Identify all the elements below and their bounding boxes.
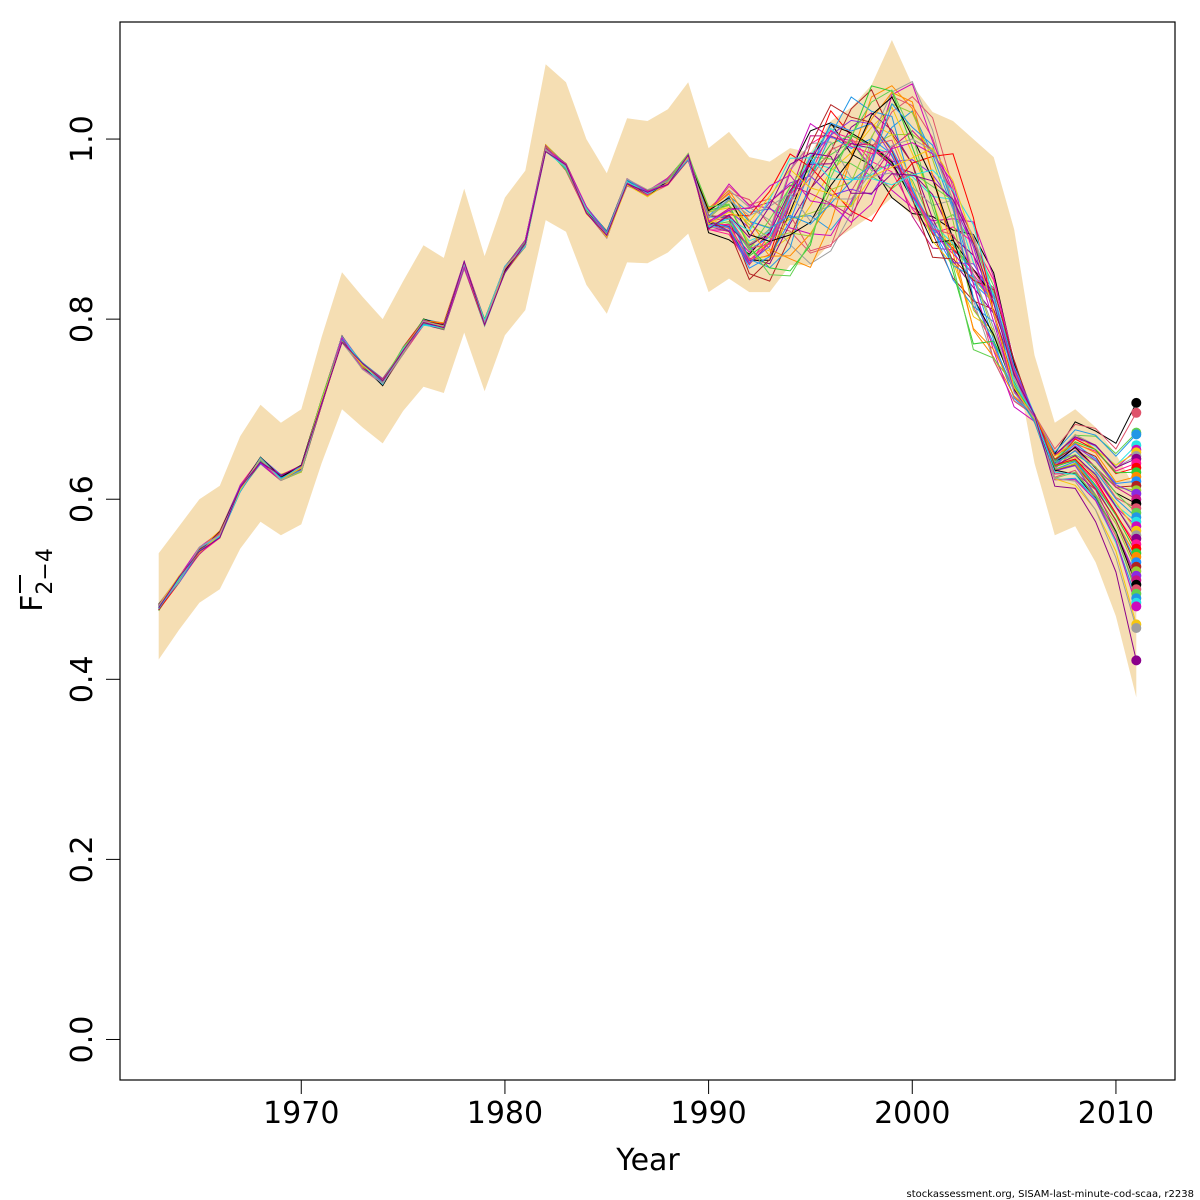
- final-year-point: [1131, 655, 1142, 666]
- y-tick-label: 1.0: [65, 115, 100, 163]
- x-tick-label: 1970: [263, 1096, 339, 1131]
- final-year-point: [1131, 429, 1142, 440]
- x-tick-label: 2010: [1078, 1096, 1154, 1131]
- confidence-band: [158, 40, 1137, 698]
- svg-text:F2−4: F2−4: [15, 548, 58, 612]
- y-axis-title-subscript: 2−4: [33, 548, 58, 594]
- final-year-point: [1131, 397, 1142, 408]
- series-line: [158, 147, 1137, 625]
- x-tick-label: 1980: [467, 1096, 543, 1131]
- x-axis: 1970 1980 1990 2000 2010: [263, 1079, 1154, 1131]
- confidence-band-layer: [158, 40, 1137, 698]
- x-tick-label: 2000: [874, 1096, 950, 1131]
- y-axis-title: F2−4: [15, 548, 58, 612]
- y-tick-label: 0.0: [65, 1016, 100, 1064]
- final-year-point: [1131, 623, 1142, 633]
- y-tick-label: 0.8: [65, 295, 100, 343]
- y-tick-label: 0.6: [65, 475, 100, 523]
- series-lines-layer: [158, 80, 1137, 661]
- x-tick-label: 1990: [670, 1096, 746, 1131]
- x-axis-title: Year: [615, 1143, 680, 1178]
- y-tick-label: 0.2: [65, 836, 100, 884]
- final-year-point: [1131, 407, 1142, 418]
- final-year-points-layer: [1131, 397, 1142, 666]
- final-year-point: [1131, 601, 1142, 612]
- y-tick-label: 0.4: [65, 655, 100, 703]
- series-line: [158, 150, 1137, 661]
- footer-credit: stockassessment.org, SISAM-last-minute-c…: [907, 1189, 1194, 1200]
- y-axis-title-main: F: [15, 595, 50, 612]
- y-axis: 0.0 0.2 0.4 0.6 0.8 1.0: [65, 115, 121, 1064]
